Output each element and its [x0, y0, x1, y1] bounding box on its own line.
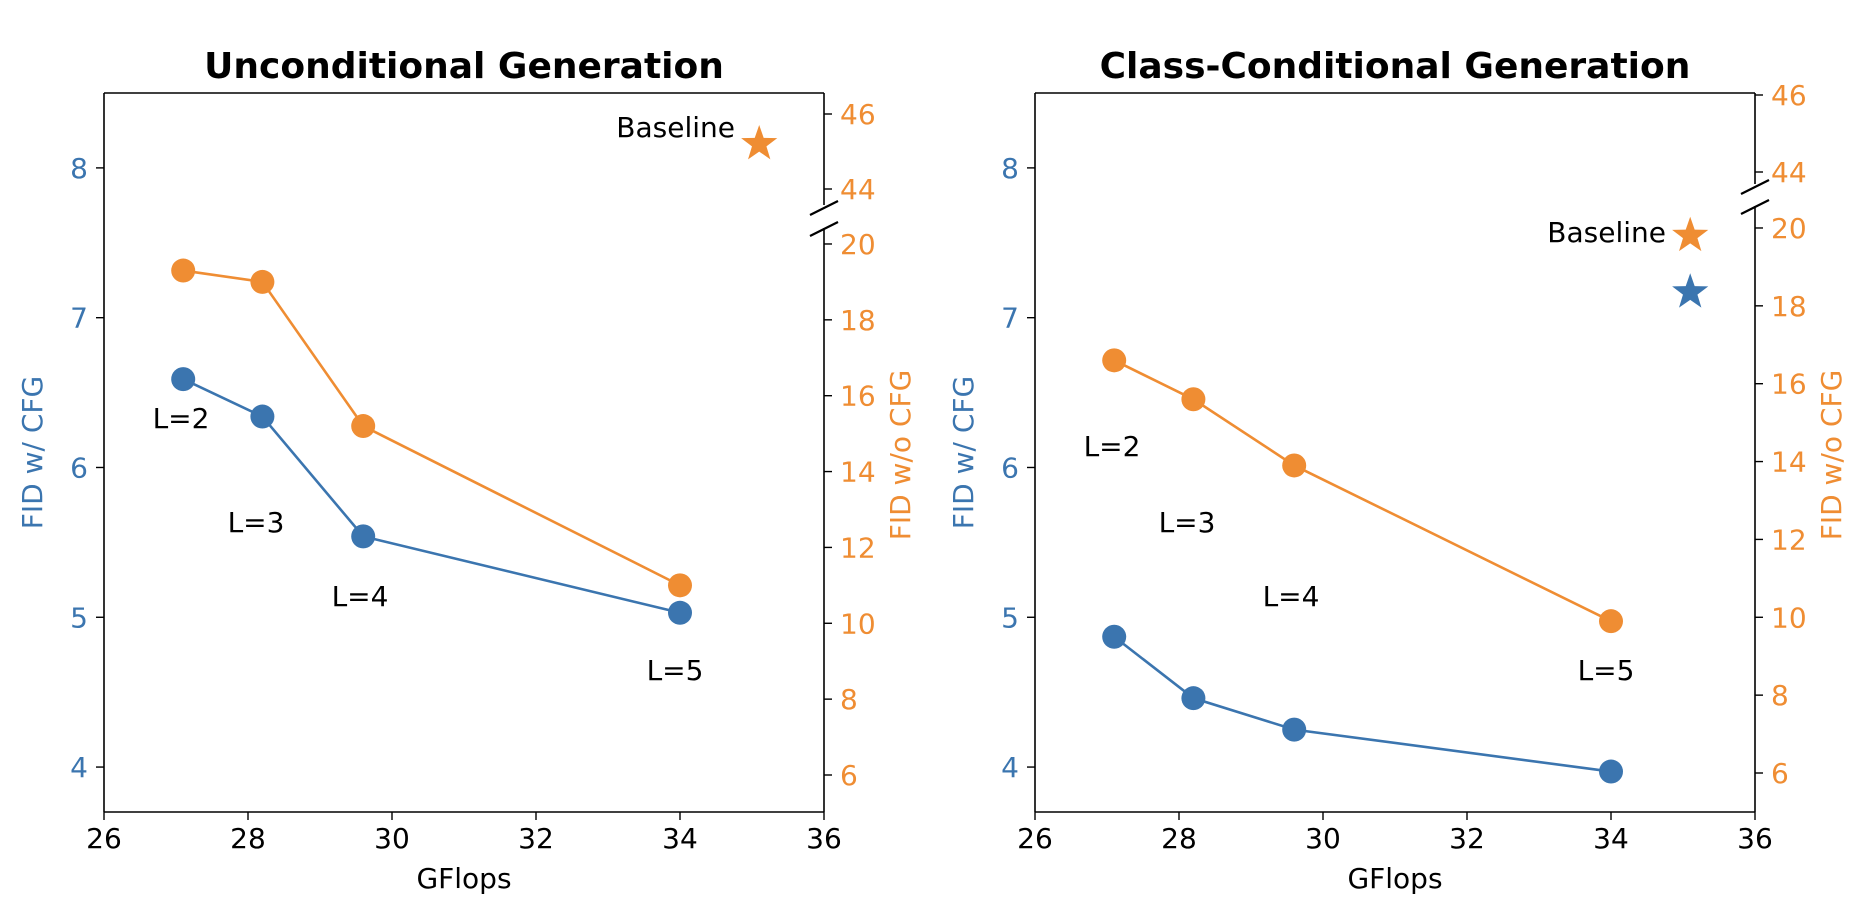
- axis-break-mark-upper: [1740, 179, 1770, 195]
- point-label: L=5: [647, 654, 704, 687]
- y-left-tick-label: 7: [70, 302, 88, 335]
- blue-data-point: [668, 600, 692, 625]
- y-right-tick-label: 16: [840, 380, 876, 413]
- y-left-tick-label: 4: [1001, 751, 1019, 784]
- y-right-axis-label: FID w/o CFG: [1815, 370, 1848, 541]
- y-right-tick-label: 10: [1771, 601, 1807, 634]
- orange-data-point: [1181, 387, 1206, 412]
- x-tick-label: 32: [518, 822, 554, 855]
- axis-break-mark-upper: [809, 200, 839, 216]
- blue-data-point: [1599, 759, 1623, 784]
- y-right-tick-label: 18: [840, 304, 876, 337]
- baseline-orange-star: [1672, 216, 1709, 252]
- orange-data-point: [1599, 609, 1623, 634]
- blue-data-point: [250, 404, 275, 429]
- y-right-tick-label: 46: [840, 98, 876, 131]
- x-tick-label: 26: [1017, 822, 1053, 855]
- orange-data-point: [1282, 453, 1307, 478]
- y-left-tick-label: 5: [70, 601, 88, 634]
- orange-series-line: [183, 269, 681, 587]
- class-conditional-panel: Class-Conditional Generation 26 28 30 32 34 36…: [947, 46, 1848, 895]
- point-label: L=3: [228, 506, 285, 539]
- blue-data-point: [1102, 624, 1127, 649]
- y-right-tick-label: 10: [840, 607, 876, 640]
- y-left-tick-label: 6: [1001, 451, 1019, 484]
- orange-data-point: [351, 414, 376, 439]
- y-right-tick-label: 8: [1771, 679, 1789, 712]
- axis-break-mark-lower: [1740, 199, 1770, 215]
- y-right-tick-label: 18: [1771, 290, 1807, 323]
- point-label: L=2: [1084, 430, 1141, 463]
- orange-data-point: [171, 258, 196, 283]
- y-right-tick-label: 12: [1771, 523, 1807, 556]
- y-left-tick-label: 8: [1001, 152, 1019, 185]
- x-tick-label: 28: [230, 822, 266, 855]
- baseline-label: Baseline: [1547, 216, 1666, 249]
- baseline-blue-star: [1672, 273, 1709, 308]
- x-tick-label: 36: [1737, 822, 1773, 855]
- y-left-axis-label: FID w/ CFG: [947, 376, 980, 529]
- axis-break-mark-lower: [809, 221, 839, 237]
- y-left-tick-label: 6: [70, 451, 88, 484]
- x-axis-label: GFlops: [1347, 862, 1442, 895]
- point-label: L=2: [153, 402, 210, 435]
- unconditional-panel: Unconditional Generation 26 28 30 32 34 36 GFlo…: [16, 46, 917, 895]
- x-tick-label: 36: [806, 822, 842, 855]
- orange-data-point: [668, 573, 692, 598]
- y-right-tick-label: 12: [840, 531, 876, 564]
- x-axis-label: GFlops: [416, 862, 511, 895]
- x-tick-label: 30: [1305, 822, 1341, 855]
- y-right-tick-label: 46: [1771, 79, 1807, 112]
- x-tick-label: 34: [1593, 822, 1629, 855]
- baseline-label: Baseline: [616, 111, 735, 144]
- x-tick-label: 28: [1161, 822, 1197, 855]
- blue-data-point: [351, 524, 376, 549]
- y-right-tick-label: 20: [1771, 212, 1807, 245]
- x-tick-label: 26: [86, 822, 122, 855]
- y-left-tick-label: 5: [1001, 601, 1019, 634]
- y-left-tick-label: 4: [70, 751, 88, 784]
- y-left-tick-label: 7: [1001, 302, 1019, 335]
- orange-data-point: [250, 269, 275, 294]
- orange-data-point: [1102, 348, 1127, 373]
- point-label: L=5: [1578, 654, 1635, 687]
- y-right-tick-label: 14: [840, 456, 876, 489]
- blue-data-point: [1282, 717, 1307, 742]
- y-left-axis-label: FID w/ CFG: [16, 376, 49, 529]
- y-right-tick-label: 6: [1771, 757, 1789, 790]
- x-tick-label: 30: [374, 822, 410, 855]
- orange-series-line: [1113, 359, 1612, 623]
- x-tick-label: 34: [662, 822, 698, 855]
- chart-title: Class-Conditional Generation: [1100, 46, 1691, 87]
- blue-series-line: [182, 377, 681, 615]
- chart-title: Unconditional Generation: [204, 46, 724, 87]
- y-right-tick-label: 8: [840, 683, 858, 716]
- y-right-tick-label: 44: [1771, 156, 1807, 189]
- blue-data-point: [171, 367, 196, 392]
- point-label: L=4: [332, 580, 389, 613]
- point-label: L=4: [1263, 580, 1320, 613]
- y-right-tick-label: 6: [840, 759, 858, 792]
- baseline-orange-star: [741, 125, 778, 160]
- point-label: L=3: [1159, 506, 1216, 539]
- y-right-tick-label: 44: [840, 173, 876, 206]
- y-left-tick-label: 8: [70, 152, 88, 185]
- y-right-tick-label: 14: [1771, 446, 1807, 479]
- y-right-tick-label: 16: [1771, 368, 1807, 401]
- y-right-axis-label: FID w/o CFG: [884, 370, 917, 541]
- blue-data-point: [1181, 686, 1206, 711]
- y-right-tick-label: 20: [840, 228, 876, 261]
- blue-series-line: [1113, 635, 1612, 773]
- x-tick-label: 32: [1449, 822, 1485, 855]
